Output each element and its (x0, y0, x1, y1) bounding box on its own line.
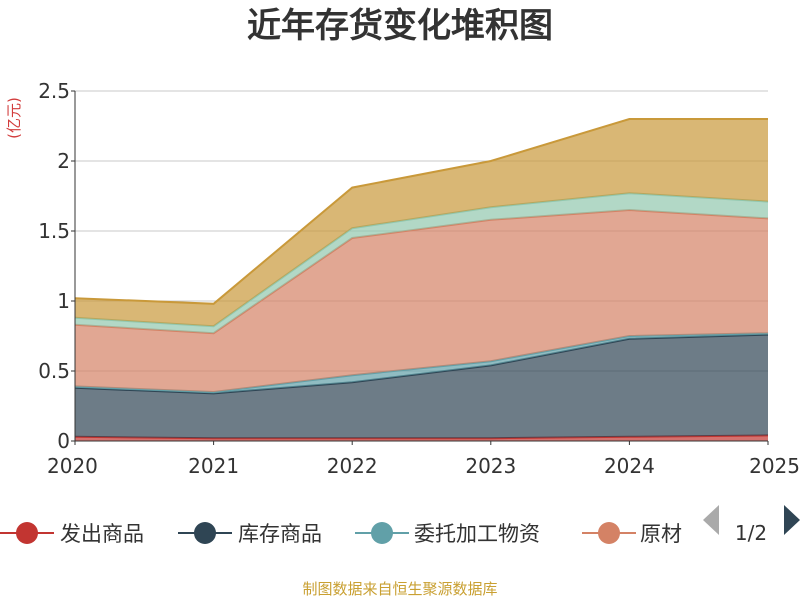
y-tick-label: 1 (57, 289, 70, 313)
y-tick-label: 2 (57, 149, 70, 173)
legend: 发出商品 库存商品 委托加工物资 原材 (0, 522, 682, 546)
legend-item-4[interactable]: 原材 (582, 522, 682, 546)
x-tick-label: 2024 (604, 454, 655, 478)
legend-label: 发出商品 (60, 522, 144, 546)
y-tick-label: 1.5 (38, 219, 70, 243)
legend-prev-page-icon[interactable] (703, 505, 719, 535)
area-series-2 (75, 334, 768, 439)
data-source-note: 制图数据来自恒生聚源数据库 (302, 580, 497, 598)
chart-title: 近年存货变化堆积图 (247, 6, 553, 46)
y-axis-ticks: 0 0.5 1 1.5 2 2.5 (38, 79, 70, 453)
x-tick-label: 2021 (188, 454, 239, 478)
legend-marker-icon (16, 522, 38, 544)
legend-label: 库存商品 (238, 522, 322, 546)
x-tick-label: 2022 (327, 454, 378, 478)
x-axis-ticks: 2020 2021 2022 2023 2024 2025 (47, 454, 800, 478)
legend-next-page-icon[interactable] (784, 505, 800, 535)
y-tick-label: 0 (57, 429, 70, 453)
legend-item-1[interactable]: 发出商品 (0, 522, 144, 546)
x-tick-label: 2023 (465, 454, 516, 478)
legend-marker-icon (371, 522, 393, 544)
x-tick-label: 2020 (47, 454, 98, 478)
y-tick-label: 0.5 (38, 359, 70, 383)
legend-marker-icon (598, 522, 620, 544)
x-tick-label: 2025 (749, 454, 800, 478)
area-series-6 (75, 119, 768, 327)
legend-marker-icon (194, 522, 216, 544)
area-series-4 (75, 210, 768, 392)
legend-label: 原材 (640, 522, 682, 546)
legend-item-3[interactable]: 委托加工物资 (355, 522, 540, 546)
legend-label: 委托加工物资 (414, 522, 540, 546)
y-axis-unit-label: (亿元) (5, 97, 23, 139)
series-line-6 (74, 118, 768, 305)
area-series-5 (75, 193, 768, 334)
legend-item-2[interactable]: 库存商品 (178, 522, 322, 546)
legend-page-indicator: 1/2 (735, 521, 767, 545)
legend-pager: 1/2 (703, 505, 800, 545)
area-series (74, 118, 769, 441)
y-tick-label: 2.5 (38, 79, 70, 103)
axes (71, 90, 769, 445)
